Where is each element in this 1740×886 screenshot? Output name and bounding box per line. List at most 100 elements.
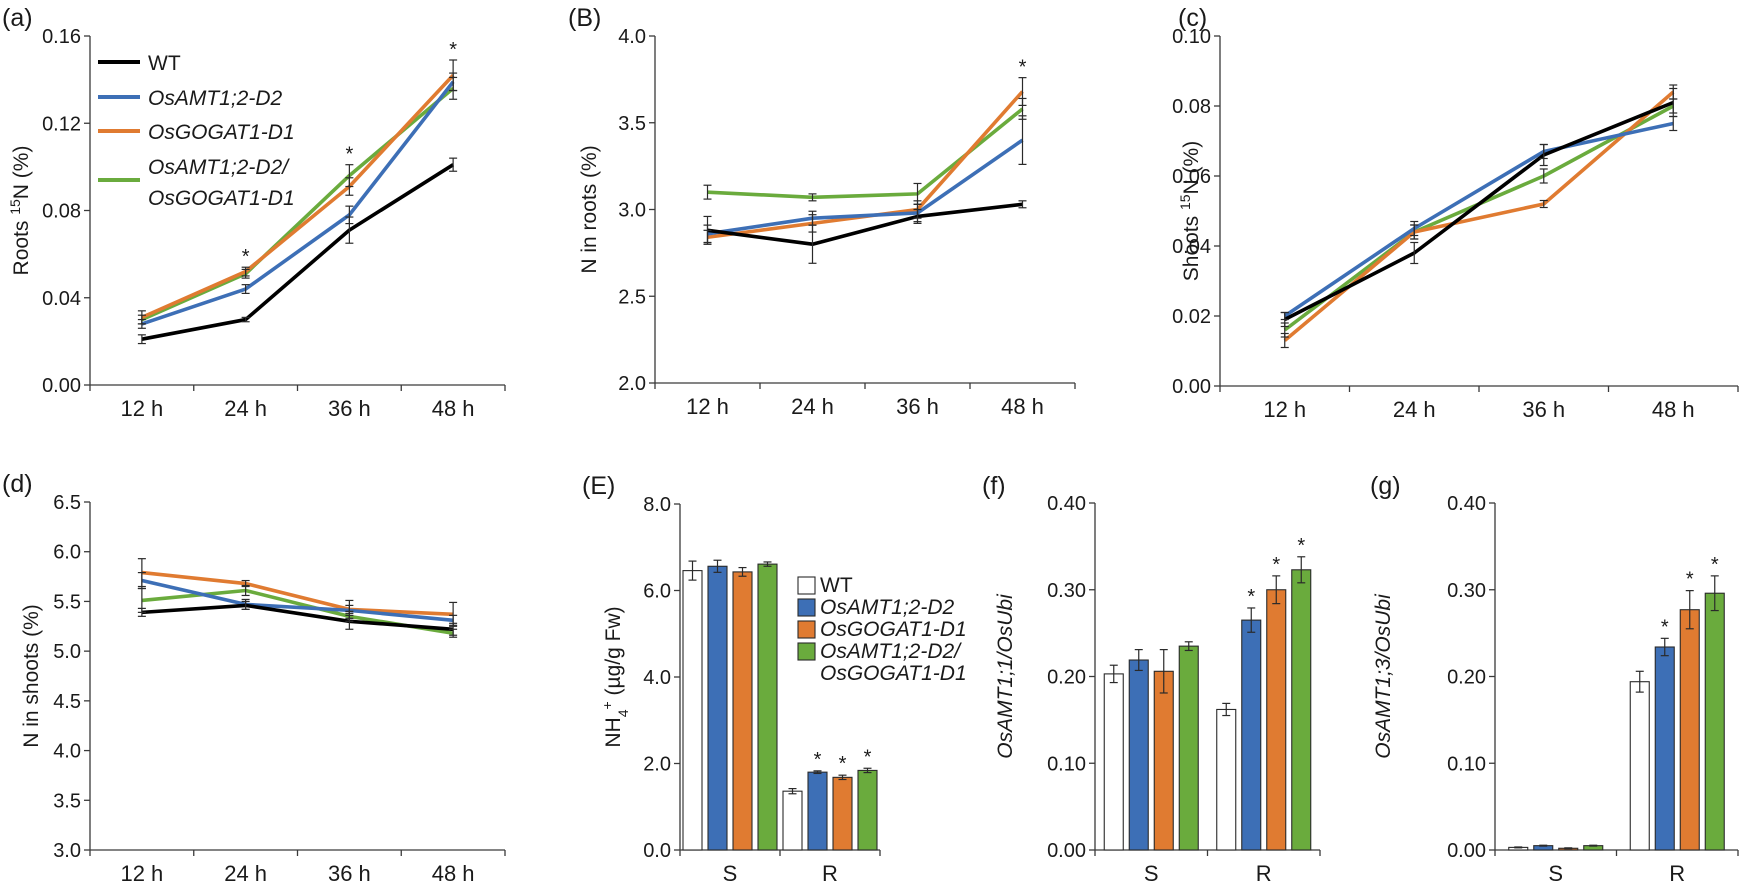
y-tick-label: 0.10 [1172,26,1211,48]
y-axis-label-main: Roots [10,215,33,276]
series-line-WT [141,603,454,632]
legend-label: OsGOGAT1-D1 [148,121,295,144]
bar-OsGOGAT1-D1-S [732,571,753,851]
bar-OsAMT1;2-D2-R [1654,646,1675,851]
series-line-OsGOGAT1-D1 [141,74,455,320]
y-tick-label: 0.00 [1447,840,1486,862]
y-tick-label: 0.30 [1047,580,1086,602]
panel-label: (c) [1178,4,1207,32]
significance-star: * [839,753,847,775]
significance-star: * [1686,569,1694,591]
series-line-WT [141,163,455,341]
y-tick-label: 0.20 [1047,667,1086,689]
legend-label: OsAMT1;2-D2 [820,596,955,619]
y-axis-label-sub: 4 [615,709,631,717]
bar-WT-R [1216,708,1237,851]
panel-c: (c) Shoots 15N (%) 0.00 0.02 0.04 0.06 0.08 0.1… [1172,4,1739,422]
y-axis-label-main: Shoots [1180,210,1203,281]
bar-OsGOGAT1-D1-R [832,776,853,851]
y-tick-label: 4.0 [618,26,646,48]
y-tick-label: 0.10 [1447,753,1486,775]
bar-OsGOGAT1-D1-R [1266,589,1287,851]
y-tick-label: 0.16 [42,26,81,48]
x-tick-label: 48 h [432,396,475,421]
bar-OsAMT1;2-D2/OsGOGAT1-D1-R [1291,569,1312,851]
significance-star: * [1272,554,1280,576]
bar-OsAMT1;2-D2/OsGOGAT1-D1-S [757,563,778,851]
bar-OsAMT1;2-D2/OsGOGAT1-D1-S [1178,645,1199,851]
x-tick-label: S [1144,861,1159,881]
series-line-WT [707,202,1023,246]
x-tick-label: 36 h [896,394,939,419]
y-axis-label-sup: 15 [7,199,23,215]
bar-OsAMT1;2-D2/OsGOGAT1-D1-R [857,769,878,851]
x-tick-label: 24 h [791,394,834,419]
bar-WT-R [782,790,803,851]
x-tick-label: 48 h [432,861,475,881]
y-axis-label-main: N in shoots (%) [20,604,43,748]
y-tick-label: 0.04 [42,288,81,310]
y-tick-label: 0.00 [1047,840,1086,862]
y-axis-label-tail: N (%) [10,146,33,200]
y-axis-label: Shoots 15N (%) [1177,141,1203,281]
y-axis-label-tail: N (%) [1180,141,1203,195]
y-tick-label: 0.02 [1172,306,1211,328]
y-tick-label: 5.0 [53,641,81,663]
bar-OsGOGAT1-D1-R [1679,609,1700,851]
significance-star: * [814,749,822,771]
series-line-OsAMT1;2-D2 [707,138,1024,236]
y-tick-label: 2.5 [618,286,646,308]
x-tick-label: 24 h [224,396,267,421]
y-tick-label: 3.5 [618,113,646,135]
panel-B: (B) N in roots (%) 2.0 2.5 3.0 3.5 4.0 12 h 24 h… [568,4,1076,419]
legend-swatch-WT [797,576,816,595]
y-tick-label: 0.20 [1447,667,1486,689]
y-tick-label: 0.40 [1047,493,1086,515]
y-tick-label: 0.08 [42,201,81,223]
y-tick-label: 5.5 [53,591,81,613]
x-tick-label: 48 h [1001,394,1044,419]
y-tick-label: 0.30 [1447,580,1486,602]
series-line-OsAMT1;2-D2 [1283,121,1674,318]
x-tick-label: 24 h [1393,397,1436,422]
significance-star: * [864,746,872,768]
bar-OsAMT1;2-D2-R [1241,619,1262,851]
legend-label: OsAMT1;2-D2/ [148,156,290,179]
y-tick-label: 0.10 [1047,753,1086,775]
panel-label: (g) [1370,472,1401,500]
y-axis-label-sup: 15 [1177,194,1193,210]
y-axis-label: OsAMT1;3/OsUbi [1372,593,1395,759]
y-tick-label: 4.0 [53,741,81,763]
bar-OsGOGAT1-D1-S [1153,670,1174,851]
bar-OsAMT1;2-D2-R [807,771,828,851]
panel-label: (B) [568,4,601,32]
y-tick-label: 4.0 [643,667,671,689]
y-tick-label: 0.40 [1447,493,1486,515]
y-tick-label: 6.0 [53,542,81,564]
legend-label: OsGOGAT1-D1 [820,662,967,685]
y-tick-label: 4.5 [53,691,81,713]
panel-label: (d) [2,470,33,498]
x-tick-label: 12 h [120,396,163,421]
y-tick-label: 8.0 [643,494,671,516]
legend-swatch-OsAMT1;2-D2 [797,598,816,617]
panel-f: (f) OsAMT1;1/OsUbi 0.00 0.10 0.20 0.30 0.40 S R *… [982,472,1321,886]
x-tick-label: 36 h [328,861,371,881]
y-tick-label: 0.06 [1172,166,1211,188]
legend-label: WT [820,574,853,597]
x-tick-label: R [1256,861,1272,881]
series-line-OsAMT1;2-D2 [141,578,454,623]
y-axis-label: Roots 15N (%) [7,146,33,276]
y-tick-label: 0.0 [643,840,671,862]
y-axis-label-tail: (µg/g Fw) [602,606,625,701]
panel-a: (a) Roots 15N (%) 0.00 0.04 0.08 0.12 0.16 12 h… [2,4,506,421]
x-tick-label: 36 h [1522,397,1565,422]
x-tick-label: 36 h [328,396,371,421]
y-tick-label: 3.5 [53,790,81,812]
bar-OsAMT1;2-D2/OsGOGAT1-D1-R [1704,592,1725,851]
x-tick-label: 12 h [120,861,163,881]
bar-OsAMT1;2-D2-S [1128,659,1149,851]
y-axis-label-main: N in roots (%) [578,145,601,273]
significance-star: * [1661,616,1669,638]
y-axis-label-main: OsAMT1;1/OsUbi [994,593,1017,759]
